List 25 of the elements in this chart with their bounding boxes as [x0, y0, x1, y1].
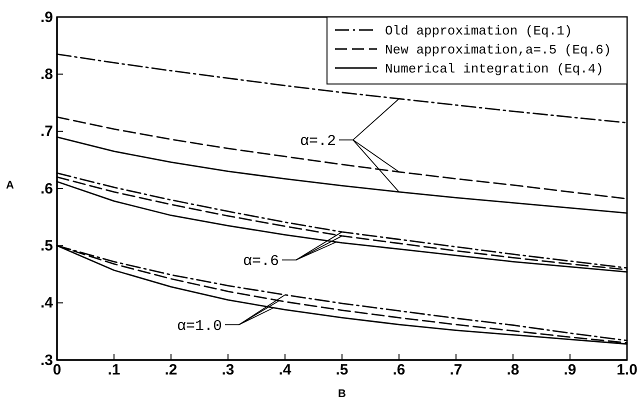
- legend-label: Numerical integration (Eq.4): [385, 62, 604, 77]
- x-tick-label: .8: [506, 362, 520, 379]
- x-tick-label: .5: [336, 362, 348, 379]
- x-tick-label: 1.0: [616, 362, 638, 379]
- annotation: α=1.0: [176, 318, 222, 335]
- y-tick-label: .9: [40, 8, 53, 26]
- x-tick-label: 0: [52, 362, 62, 379]
- y-tick-label: .4: [40, 294, 54, 312]
- x-axis-title: B: [338, 388, 346, 400]
- x-tick-label: .4: [278, 362, 292, 379]
- annotation: α=.2: [300, 133, 336, 150]
- x-tick-label: .3: [222, 362, 234, 379]
- x-tick-label: .7: [450, 362, 462, 379]
- x-tick-label: .9: [564, 362, 576, 379]
- y-tick-label: .7: [40, 123, 53, 140]
- y-tick-label: .8: [40, 66, 53, 83]
- y-tick-label: .5: [40, 237, 53, 254]
- x-tick-label: .6: [392, 362, 406, 379]
- legend-label: Old approximation (Eq.1): [385, 24, 572, 39]
- x-tick-label: .1: [108, 362, 120, 379]
- x-tick-label: .2: [164, 362, 178, 379]
- annotation: α=.6: [242, 253, 279, 270]
- y-axis-title: A: [6, 180, 14, 192]
- legend-label: New approximation,a=.5 (Eq.6): [385, 42, 612, 58]
- y-tick-label: .6: [40, 180, 53, 198]
